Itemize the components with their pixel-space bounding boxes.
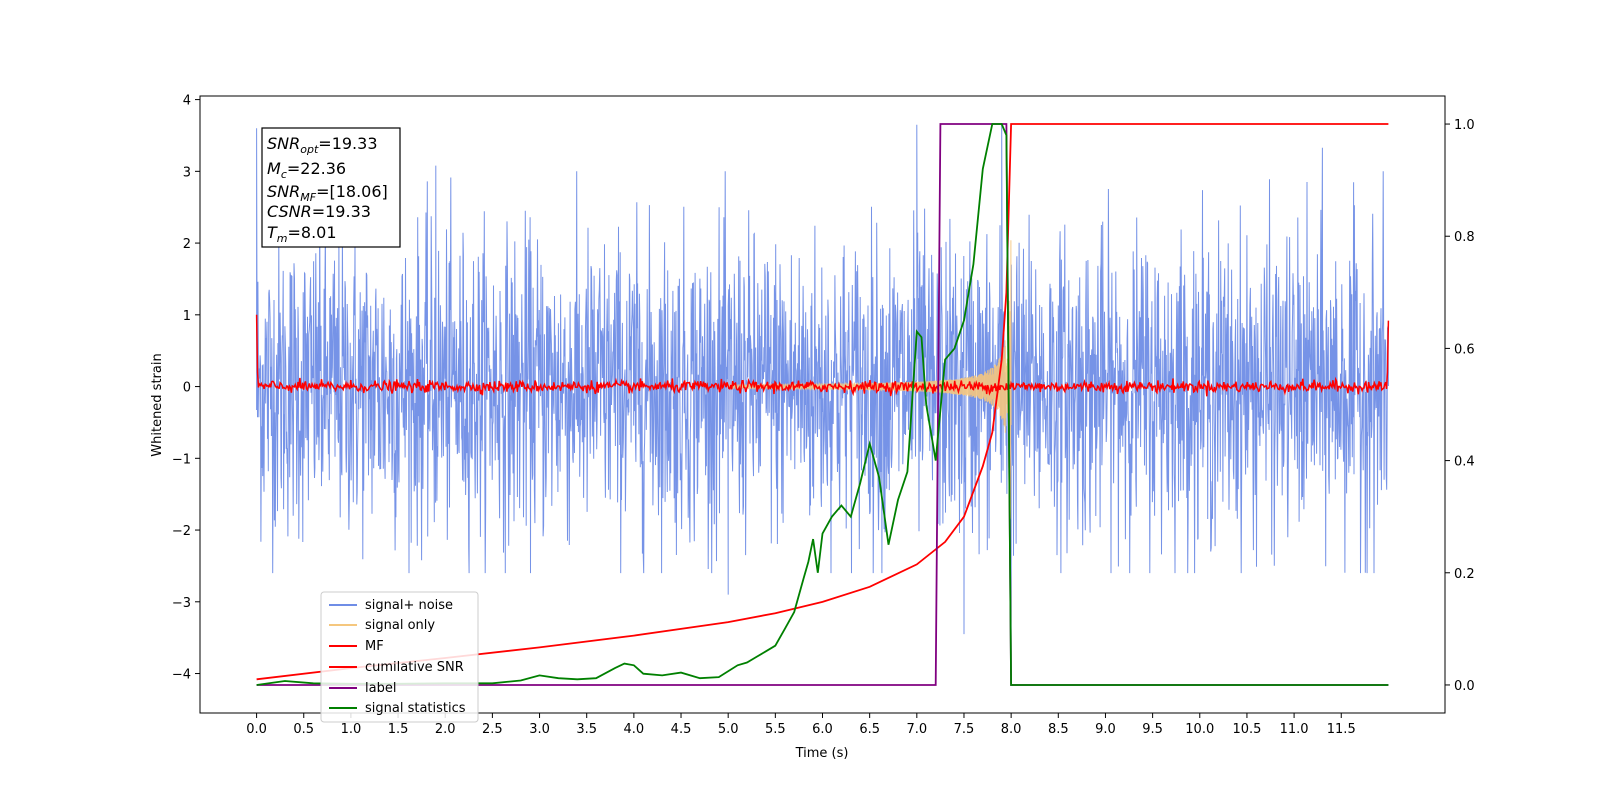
y-left-tick-label: −4	[172, 668, 191, 683]
x-tick-label: 3.0	[529, 722, 550, 737]
series-mf	[255, 314, 1390, 397]
y-left-tick-label: 4	[183, 94, 191, 109]
x-tick-label: 5.5	[765, 722, 786, 737]
annotation-snr-opt: SNRopt=19.33	[267, 134, 378, 156]
series-signal-statistics	[256, 123, 1389, 686]
series-signal-noise	[256, 124, 1389, 685]
x-tick-label: 9.5	[1142, 722, 1163, 737]
x-tick-label: 2.0	[435, 722, 456, 737]
annotation-csnr: CSNR=19.33	[267, 202, 371, 221]
y-left-tick-label: 2	[183, 237, 191, 252]
y-right-tick-label: 0.6	[1454, 342, 1475, 357]
series-cumulative-snr	[256, 123, 1389, 681]
x-tick-label: 4.5	[671, 722, 692, 737]
y-right-tick-label: 0.0	[1454, 679, 1475, 694]
x-tick-label: 7.0	[906, 722, 927, 737]
x-tick-label: 3.5	[576, 722, 597, 737]
x-axis-label: Time (s)	[795, 746, 849, 761]
annotation-tm: Tm=8.01	[267, 223, 337, 245]
x-tick-label: 1.0	[341, 722, 362, 737]
x-tick-label: 7.5	[954, 722, 975, 737]
y-right-tick-label: 0.2	[1454, 567, 1475, 582]
y-left-tick-label: −3	[172, 596, 191, 611]
legend-label-signal-only: signal only	[365, 618, 435, 633]
y-axis-label: Whitened strain	[150, 353, 165, 456]
x-tick-label: 1.5	[388, 722, 409, 737]
x-tick-label: 2.5	[482, 722, 503, 737]
annotation-box: SNRopt=19.33 Mc=22.36 SNRMF=[18.06] CSNR…	[261, 127, 401, 248]
series-layer	[255, 123, 1390, 686]
x-tick-label: 4.0	[624, 722, 645, 737]
legend-frame	[320, 591, 479, 723]
y-axis-right-ticks: 1.0 0.8 0.6 0.4 0.2 0.0	[1445, 118, 1475, 694]
y-left-tick-label: 0	[183, 381, 191, 396]
x-tick-label: 10.0	[1185, 722, 1214, 737]
y-right-tick-label: 0.4	[1454, 455, 1475, 470]
x-tick-label: 11.0	[1280, 722, 1309, 737]
annotation-snr-mf: SNRMF=[18.06]	[267, 182, 388, 204]
x-tick-label: 6.0	[812, 722, 833, 737]
x-tick-label: 0.5	[293, 722, 314, 737]
x-tick-label: 10.5	[1232, 722, 1261, 737]
legend-label-label: label	[365, 681, 396, 696]
x-tick-label: 0.0	[246, 722, 267, 737]
legend: signal+ noise signal only MF cumilative …	[320, 591, 479, 723]
y-left-tick-label: 1	[183, 309, 191, 324]
legend-label-mf: MF	[365, 639, 384, 654]
x-tick-label: 5.0	[718, 722, 739, 737]
y-right-tick-label: 0.8	[1454, 230, 1475, 245]
legend-label-cumulative-snr: cumilative SNR	[365, 660, 464, 675]
annotation-mc: Mc=22.36	[267, 159, 346, 181]
y-left-tick-label: −2	[172, 524, 191, 539]
y-axis-left-ticks: 4 3 2 1 0 −1 −2 −3 −4	[172, 94, 200, 683]
legend-label-signal-noise: signal+ noise	[365, 598, 453, 613]
x-axis-ticks: 0.0 0.5 1.0 1.5 2.0 2.5 3.0 3.5 4.0 4.5 5.0 5.5 6.0 6…	[246, 713, 1356, 737]
x-tick-label: 8.5	[1048, 722, 1069, 737]
legend-label-signal-statistics: signal statistics	[365, 701, 466, 716]
x-tick-label: 6.5	[859, 722, 880, 737]
x-tick-label: 8.0	[1001, 722, 1022, 737]
y-left-tick-label: −1	[172, 452, 191, 467]
y-right-tick-label: 1.0	[1454, 118, 1475, 133]
annotation-frame	[261, 127, 401, 248]
y-left-tick-label: 3	[183, 165, 191, 180]
x-tick-label: 9.0	[1095, 722, 1116, 737]
x-tick-label: 11.5	[1327, 722, 1356, 737]
